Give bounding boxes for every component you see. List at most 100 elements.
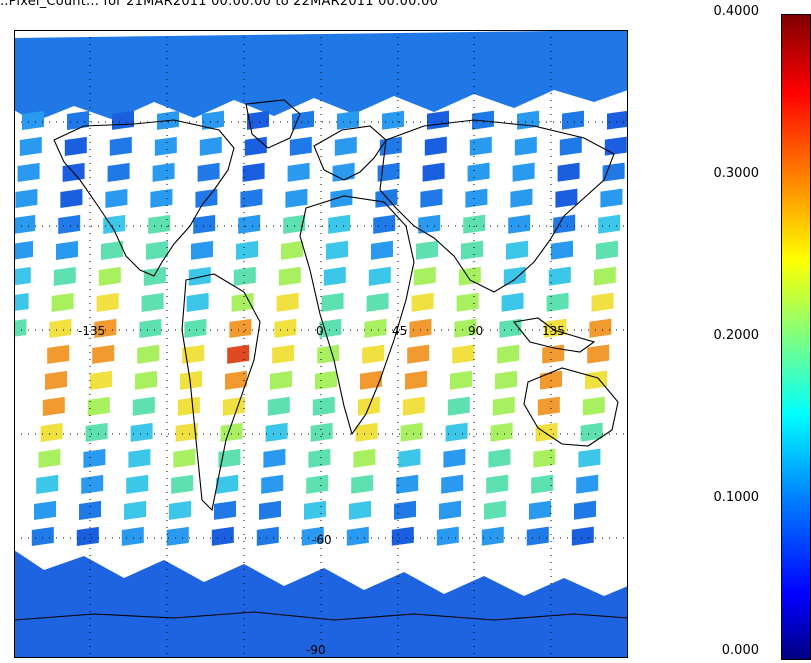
swath-granule [141, 292, 164, 312]
swath-granule [589, 318, 612, 338]
swath-granule [418, 214, 441, 234]
swath-granule [283, 214, 306, 234]
swath-granule [14, 318, 27, 339]
lon-label-90: 90 [468, 324, 483, 338]
swath-granule [154, 136, 177, 156]
swath-granule [512, 162, 535, 182]
swath-granule [456, 292, 479, 312]
swath-granule [128, 448, 151, 468]
swath-granule [304, 500, 326, 520]
swath-granule [263, 448, 286, 468]
swath-granule [548, 266, 571, 286]
swath-granule [499, 318, 522, 338]
swath-granule [441, 474, 464, 494]
lon-label-135: 135 [542, 324, 565, 338]
swath-granule [576, 474, 599, 494]
swath-granule [506, 240, 528, 260]
swath-granule [17, 162, 40, 182]
swath-granule [76, 526, 99, 546]
swath-granule [312, 396, 335, 416]
swath-granule [484, 500, 506, 520]
swath-granule [587, 344, 610, 364]
swath-granule [34, 500, 56, 520]
swath-granule [265, 422, 288, 442]
swath-granule [508, 214, 531, 234]
swath-granule [22, 110, 44, 130]
swath-granule [169, 500, 191, 520]
swath-granule [379, 136, 402, 156]
swath-granule [36, 474, 59, 494]
swath-granule [292, 110, 314, 130]
swath-granule [436, 526, 459, 546]
swath-granule [287, 162, 310, 182]
swath-granule [67, 110, 89, 130]
swath-granule [486, 474, 509, 494]
swath-granule [492, 396, 515, 416]
swath-granule [218, 448, 241, 468]
swath-granule [490, 422, 513, 442]
swath-granule [424, 136, 447, 156]
swath-granule [19, 136, 42, 156]
swath-granule [15, 188, 38, 209]
swath-granule [285, 188, 308, 208]
swath-granule [14, 266, 31, 287]
swath-granule [87, 396, 110, 416]
swath-granule [349, 500, 371, 520]
swath-granule [366, 292, 389, 312]
swath-granule [411, 292, 434, 312]
swath-granule [47, 344, 70, 364]
swath-granule [92, 344, 115, 364]
swath-granule [236, 240, 258, 260]
swath-granule [60, 188, 83, 208]
swath-granule [152, 162, 175, 182]
swath-granule [553, 214, 576, 234]
swath-granule [229, 318, 252, 338]
swath-granule [537, 396, 560, 416]
swath-granule [247, 110, 269, 130]
coastlines [14, 99, 628, 621]
swath-granule [256, 526, 279, 546]
swath-granule [193, 214, 216, 234]
swath-granule [461, 240, 483, 260]
swath-granule [139, 318, 162, 338]
swath-granule [197, 162, 220, 182]
swath-granule [90, 370, 112, 390]
swath-granule [130, 422, 153, 442]
swath-granule [216, 474, 239, 494]
swath-granule [143, 266, 166, 286]
antarctica-outline [14, 611, 628, 621]
swath-granule [463, 214, 486, 234]
swath-granule [450, 370, 472, 390]
swath-granule [544, 318, 567, 338]
north-america-outline [53, 119, 235, 277]
swath-granule [420, 188, 443, 208]
swath-granule [51, 292, 74, 313]
swath-granule [409, 318, 432, 338]
swath-granule [202, 110, 224, 130]
swath-granule [346, 526, 369, 546]
swath-granule [146, 240, 168, 260]
swath-granule [469, 136, 492, 156]
swath-granule [278, 266, 301, 286]
swath-granule [58, 214, 81, 234]
swath-granule [413, 266, 436, 286]
swath-granule [306, 474, 329, 494]
swath-granule [274, 318, 297, 338]
swath-granule [225, 370, 247, 390]
swath-granule [533, 448, 556, 468]
swath-granule [231, 292, 254, 312]
swath-granule [135, 370, 157, 390]
swath-granule [103, 214, 126, 234]
swath-granule [315, 370, 337, 390]
swath-granule [214, 500, 236, 520]
swath-granule [301, 526, 324, 546]
swath-granule [276, 292, 299, 312]
swath-granule [281, 240, 303, 260]
swath-granule [602, 162, 625, 182]
map-title: ..Pixel_Count... for 21MAR2011 00:00:00 … [0, 0, 439, 9]
swath-granule [199, 136, 222, 156]
asia-outline [379, 119, 615, 293]
swath-granule [270, 370, 292, 390]
swath-granule [96, 292, 119, 312]
swath-granule [238, 214, 261, 234]
